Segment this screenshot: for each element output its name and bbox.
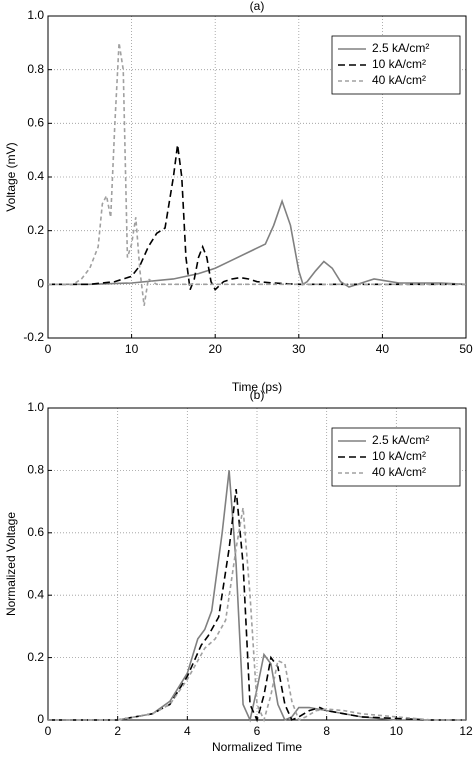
- x-tick-label: 10: [125, 342, 139, 356]
- line-series: [48, 489, 466, 723]
- legend-label: 2.5 kA/cm²: [372, 41, 429, 55]
- y-tick-label: 1.0: [27, 400, 44, 414]
- x-tick-label: 30: [292, 342, 306, 356]
- x-tick-label: 20: [209, 342, 223, 356]
- x-tick-label: 12: [459, 724, 473, 738]
- y-tick-label: 0.6: [27, 525, 44, 539]
- line-series: [48, 198, 467, 288]
- x-tick-label: 50: [459, 342, 473, 356]
- y-axis-label: Voltage (mV): [4, 142, 18, 211]
- line-series: [48, 470, 466, 723]
- x-tick-label: 40: [376, 342, 390, 356]
- y-tick-label: 0.2: [27, 223, 44, 237]
- x-tick-label: 0: [45, 342, 52, 356]
- chart-title: (b): [250, 388, 265, 402]
- legend-label: 2.5 kA/cm²: [372, 433, 429, 447]
- y-tick-label: 0.4: [27, 587, 44, 601]
- x-axis-label: Time (ps): [232, 380, 282, 394]
- x-tick-label: 8: [323, 724, 330, 738]
- x-axis-label: Normalized Time: [212, 740, 302, 754]
- line-series: [48, 144, 466, 292]
- y-tick-label: 0.8: [27, 463, 44, 477]
- y-axis-label: Normalized Voltage: [4, 512, 18, 616]
- y-tick-label: -0.2: [23, 330, 44, 344]
- x-tick-label: 10: [390, 724, 404, 738]
- x-tick-label: 0: [45, 724, 52, 738]
- y-tick-label: 0.6: [27, 116, 44, 130]
- chart-title: (a): [250, 0, 265, 13]
- x-tick-label: 4: [184, 724, 191, 738]
- y-tick-label: 0: [37, 712, 44, 726]
- y-tick-label: 0.8: [27, 62, 44, 76]
- legend-label: 10 kA/cm²: [372, 449, 426, 463]
- line-series: [48, 507, 466, 723]
- y-tick-label: 1.0: [27, 8, 44, 22]
- line-series: [48, 42, 466, 306]
- legend-label: 40 kA/cm²: [372, 465, 426, 479]
- y-tick-label: 0: [37, 277, 44, 291]
- x-tick-label: 2: [114, 724, 121, 738]
- legend-label: 10 kA/cm²: [372, 57, 426, 71]
- y-tick-label: 0.2: [27, 650, 44, 664]
- y-tick-label: 0.4: [27, 169, 44, 183]
- x-tick-label: 6: [254, 724, 261, 738]
- legend-label: 40 kA/cm²: [372, 73, 426, 87]
- plot-frame: [47, 15, 467, 339]
